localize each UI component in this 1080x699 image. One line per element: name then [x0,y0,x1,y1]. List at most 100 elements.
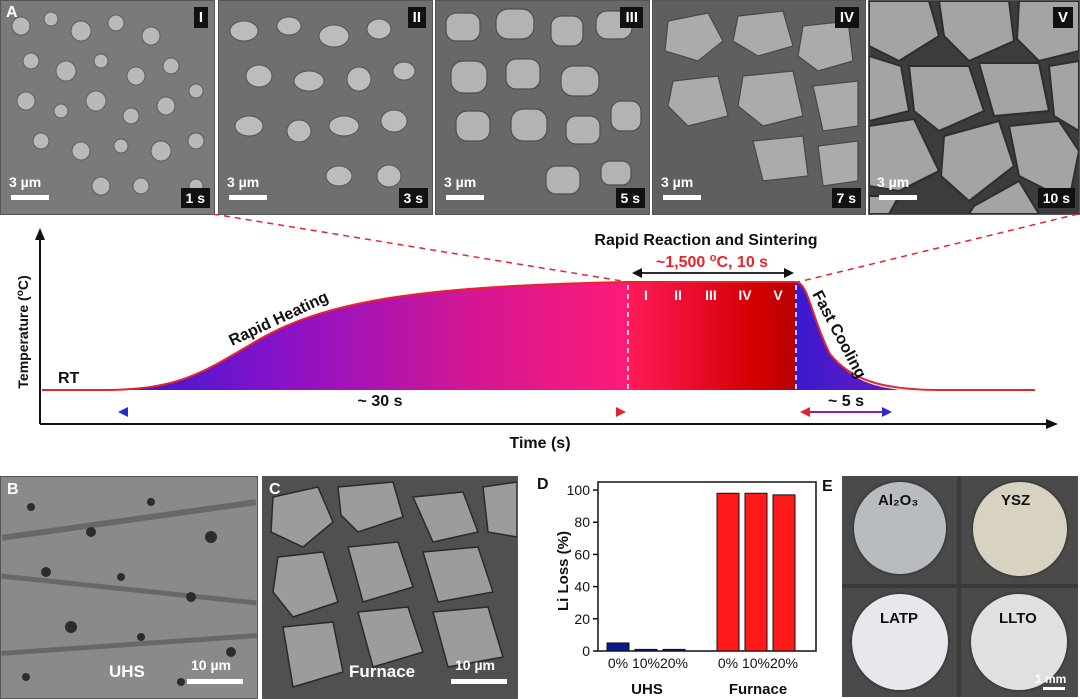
panel-letter-e: E [822,478,833,495]
stage-label: II [407,7,426,28]
scale-label: 10 µm [191,657,231,673]
y-tick-label: 100 [567,482,591,498]
stage-marker-3: III [705,287,717,303]
temperature-profile-diagram: I II III IV V Rapid Reaction and Sinteri… [15,214,1079,452]
bar [772,494,796,652]
y-tick-label: 60 [574,546,590,562]
arrowhead-right [616,407,626,417]
scale-label: 3 µm [877,174,910,190]
scale-bar [187,679,243,684]
x-axis-label: Time (s) [509,435,570,452]
rt-label: RT [58,370,80,387]
pellet-tile-latp: LATP [842,588,957,697]
sem-image-uhs: B UHS 10 µm [0,476,258,699]
sem-image-4: IV 3 µm 7 s [652,0,866,215]
x-tick-label: 20% [770,655,798,671]
uhs-image-label: UHS [109,662,145,681]
scale-label: 3 µm [444,174,477,190]
arrowhead-left [118,407,128,417]
zoom-line-right [797,214,1079,283]
group-label-furnace: Furnace [729,681,787,698]
panel-letter-a: A [6,4,18,21]
scale-bar [1043,687,1065,690]
heating-region [100,282,628,390]
sem-texture [219,1,432,214]
panel-letter-b: B [7,481,19,498]
pellet-label: LATP [880,610,919,627]
reaction-title: Rapid Reaction and Sintering [594,232,817,249]
pellet-tile-llto: LLTO 1 mm [961,588,1078,697]
stage-label: III [620,7,643,28]
sem-image-strip: A I 3 µm 1 s [0,0,1080,215]
pellet-photo-grid: Al₂O₃ YSZ LATP LLTO 1 mm [842,476,1078,697]
sem-image-furnace: C Furnace 10 µm [262,476,518,699]
hold-condition-label: ~1,500 oC, 10 s [656,252,768,271]
pellet-disc [852,594,948,690]
furnace-image-label: Furnace [349,662,416,681]
y-tick-label: 0 [582,643,590,659]
sem-texture [436,1,649,214]
time-label: 3 s [398,188,428,208]
temperature-curve [42,281,1035,391]
y-tick-label: 20 [574,611,590,627]
scale-label: 3 µm [9,174,42,190]
scale-bar [446,195,484,200]
group-label-uhs: UHS [631,681,663,698]
y-tick-label: 80 [574,514,590,530]
bar [606,642,630,652]
stage-marker-4: IV [738,287,752,303]
sem-image-2: II 3 µm 3 s [218,0,433,215]
heating-time-label: ~ 30 s [358,393,403,410]
scale-label: 10 µm [455,657,495,673]
bar [634,648,658,652]
x-axis-arrowhead [1046,419,1058,429]
sem-texture [263,477,517,698]
time-label: 10 s [1037,188,1075,208]
scale-bar [879,195,917,200]
x-tick-label: 0% [718,655,738,671]
scale-label: 1 mm [1035,672,1067,686]
sem-image-5: V 3 µm 10 s [868,0,1080,215]
pellet-disc [854,482,946,574]
arrowhead-left [800,407,810,417]
y-axis-arrowhead [35,228,45,240]
x-tick-label: 10% [742,655,770,671]
x-tick-label: 10% [632,655,660,671]
scale-bar [229,195,267,200]
arrowhead-right [882,407,892,417]
pellet-label: YSZ [1001,492,1031,509]
scale-bar [11,195,49,200]
stage-label: IV [834,7,859,28]
stage-marker-2: II [674,287,682,303]
panel-letter-c: C [269,481,281,498]
sem-image-3: III 3 µm 5 s [435,0,650,215]
time-label: 5 s [615,188,645,208]
sem-image-1: I 3 µm 1 s [0,0,215,215]
x-tick-label: 0% [608,655,628,671]
scale-bar [451,679,507,684]
zoom-line-left [212,214,629,283]
time-label: 1 s [180,188,210,208]
arrowhead-left [632,268,642,278]
chart-y-axis-label: Li Loss (%) [555,531,572,611]
scale-label: 3 µm [661,174,694,190]
pellet-tile-al2o3: Al₂O₃ [842,476,957,584]
chart-frame [597,481,817,652]
pellet-disc [971,594,1067,690]
sem-texture [653,1,865,214]
stage-marker-1: I [644,287,648,303]
pellet-label: LLTO [999,610,1037,627]
panel-letter-d: D [537,476,549,493]
stage-label: V [1052,7,1073,28]
stage-label: I [193,7,208,28]
bar [716,492,740,652]
scale-bar [663,195,701,200]
x-tick-label: 20% [660,655,688,671]
pellet-tile-ysz: YSZ [961,476,1078,584]
sem-texture [1,477,257,698]
cooling-region [796,282,900,390]
stage-marker-5: V [773,287,783,303]
y-tick-label: 40 [574,579,590,595]
y-axis-label: Temperature (oC) [15,275,31,388]
